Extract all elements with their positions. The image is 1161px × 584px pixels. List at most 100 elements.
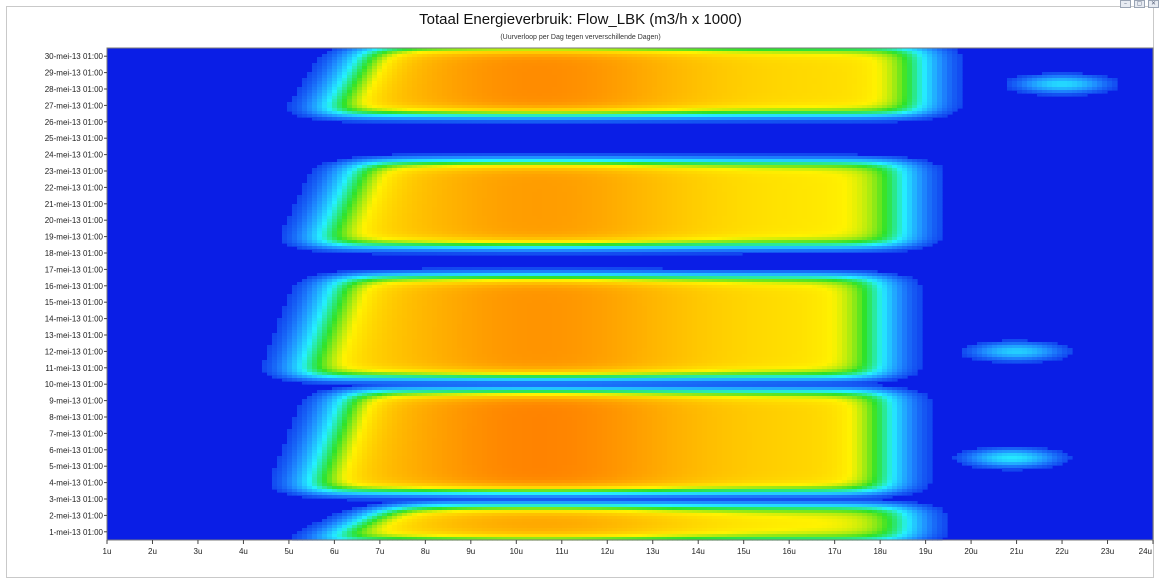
heatmap-cell [682, 63, 688, 67]
chart-subtitle: (Uurverloop per Dag tegen ververschillen… [500, 34, 661, 41]
heatmap-cell [387, 54, 393, 58]
heatmap-cell [462, 120, 468, 124]
heatmap-cell [342, 81, 348, 85]
heatmap-cell [327, 81, 333, 85]
heatmap-cell [812, 51, 818, 55]
heatmap-cell [432, 72, 438, 76]
heatmap-cell [732, 81, 738, 85]
heatmap-cell [537, 69, 543, 73]
heatmap-cell [377, 84, 383, 88]
heatmap-cell [562, 69, 568, 73]
heatmap-cell [757, 78, 763, 82]
heatmap-cell [447, 66, 453, 70]
heatmap-cell [872, 48, 878, 52]
heatmap-cell [397, 81, 403, 85]
heatmap-cell [307, 75, 313, 79]
heatmap-cell [707, 84, 713, 88]
heatmap-cell [527, 54, 533, 58]
heatmap-cell [602, 69, 608, 73]
heatmap-cell [837, 54, 843, 58]
heatmap-cell [627, 72, 633, 76]
heatmap-cell [482, 84, 488, 88]
heatmap-cell [467, 69, 473, 73]
heatmap-cell [502, 72, 508, 76]
heatmap-cell [527, 51, 533, 55]
heatmap-cell [452, 63, 458, 67]
heatmap-cell [577, 72, 583, 76]
heatmap-cell [377, 78, 383, 82]
heatmap-cell [782, 57, 788, 61]
heatmap-cell [617, 69, 623, 73]
heatmap-cell [652, 60, 658, 64]
heatmap-cell [687, 51, 693, 55]
heatmap-cell [747, 57, 753, 61]
heatmap-cell [762, 60, 768, 64]
heatmap-cell [757, 63, 763, 67]
heatmap-cell [392, 51, 398, 55]
heatmap-cell [487, 60, 493, 64]
heatmap-cell [802, 48, 808, 52]
heatmap-cell [347, 57, 353, 61]
heatmap-cell [302, 114, 308, 118]
heatmap-cell [847, 120, 853, 124]
heatmap-cell [527, 63, 533, 67]
heatmap-cell [547, 75, 553, 79]
heatmap-cell [727, 69, 733, 73]
heatmap-cell [687, 60, 693, 64]
heatmap-cell [367, 48, 373, 52]
heatmap-cell [717, 51, 723, 55]
heatmap-cell [562, 84, 568, 88]
heatmap-cell [1017, 81, 1023, 85]
heatmap-cell [482, 81, 488, 85]
heatmap-cell [412, 81, 418, 85]
heatmap-cell [902, 54, 908, 58]
heatmap-cell [367, 81, 373, 85]
heatmap-cell [1067, 81, 1073, 85]
close-button[interactable]: ✕ [1148, 0, 1159, 8]
restore-button[interactable]: ▢ [1134, 0, 1145, 8]
heatmap-cell [592, 84, 598, 88]
heatmap-cell [932, 54, 938, 58]
heatmap-cell [577, 66, 583, 70]
heatmap-cell [492, 48, 498, 52]
heatmap-cell [447, 60, 453, 64]
heatmap-cell [617, 63, 623, 67]
heatmap-cell [717, 75, 723, 79]
heatmap-cell [392, 72, 398, 76]
heatmap-cell [787, 51, 793, 55]
heatmap-cell [917, 51, 923, 55]
heatmap-cell [767, 48, 773, 52]
heatmap-cell [832, 69, 838, 73]
heatmap-cell [822, 69, 828, 73]
heatmap-cell [572, 54, 578, 58]
heatmap-cell [487, 120, 493, 124]
heatmap-cell [1072, 81, 1078, 85]
heatmap-cell [442, 75, 448, 79]
heatmap-cell [352, 51, 358, 55]
heatmap-cell [637, 51, 643, 55]
minimize-button[interactable]: – [1120, 0, 1131, 8]
heatmap-cell [797, 63, 803, 67]
heatmap-cell [747, 69, 753, 73]
heatmap-cell [437, 75, 443, 79]
heatmap-cell [737, 81, 743, 85]
heatmap-cell [717, 66, 723, 70]
heatmap-cell [622, 63, 628, 67]
heatmap-cell [552, 63, 558, 67]
heatmap-cell [532, 63, 538, 67]
heatmap-cell [357, 78, 363, 82]
heatmap-cell [942, 66, 948, 70]
heatmap-cell [767, 66, 773, 70]
heatmap-cell [352, 48, 358, 52]
heatmap-cell [462, 57, 468, 61]
heatmap-cell [622, 75, 628, 79]
heatmap-cell [877, 48, 883, 52]
heatmap-cell [632, 84, 638, 88]
heatmap-cell [897, 51, 903, 55]
heatmap-cell [537, 54, 543, 58]
heatmap-cell [832, 120, 838, 124]
heatmap-cell [937, 60, 943, 64]
heatmap-cell [672, 81, 678, 85]
heatmap-cell [737, 60, 743, 64]
heatmap-cell [622, 51, 628, 55]
